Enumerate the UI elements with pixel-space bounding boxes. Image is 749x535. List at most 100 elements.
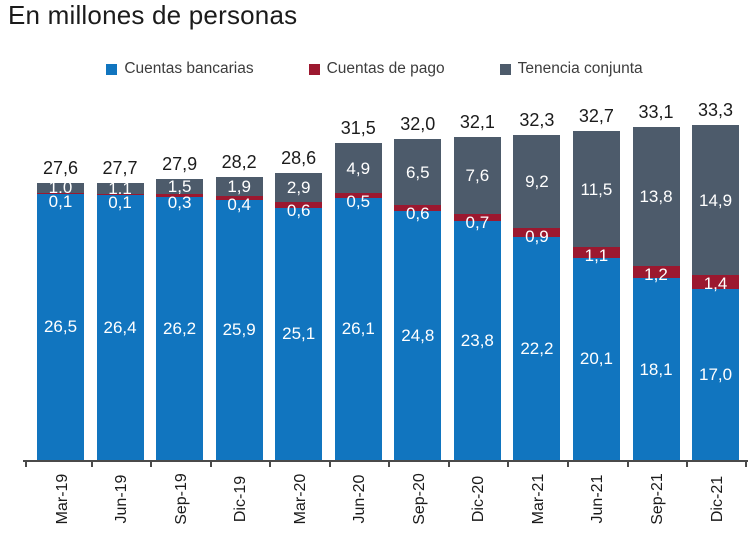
segment-value-label: 18,1 [639,359,673,379]
bar-total-label: 32,1 [459,112,495,133]
bar-total-label: 32,7 [578,106,614,127]
x-axis-label-Jun-21: Jun-21 [589,474,607,524]
bar-total-label: 27,6 [42,157,79,178]
segment-cuentas-bancarias: 24,8 [394,210,442,460]
x-axis-label-Dic-20: Dic-20 [470,475,488,523]
bar-group-Dic-20: 7,6 0,7 23,8 [453,137,501,460]
bar-group-Mar-20: 2,9 0,6 25,1 [275,172,323,460]
segment-cuentas-bancarias: 26,1 [334,197,382,460]
bar-group-Jun-19: 1,1 0,1 26,4 [96,182,144,460]
legend-label: Cuentas de pago [326,60,445,77]
segment-cuentas-de-pago [156,193,204,197]
segment-cuentas-bancarias: 17,0 [692,289,740,460]
bar-group-Jun-20: 4,9 0,5 26,1 [334,143,382,460]
x-axis-label-Sep-21: Sep-21 [649,473,666,525]
segment-cuentas-bancarias: 26,2 [156,196,204,460]
segment-cuentas-de-pago [275,201,323,208]
segment-value-label: 2,9 [286,177,311,197]
bar-total-label: 27,7 [102,157,138,178]
segment-cuentas-de-pago [513,227,561,237]
segment-cuentas-bancarias: 20,1 [572,257,620,460]
segment-value-label: 0,5 [346,191,371,211]
segment-value-label: 1,4 [703,274,728,294]
axis-tick [329,460,331,467]
segment-value-label: 13,8 [639,187,673,207]
axis-tick [627,460,629,467]
x-axis-label-Mar-20: Mar-20 [291,473,309,525]
segment-tenencia-conjunta: 1,1 [96,182,144,194]
segment-value-label: 26,2 [163,318,197,338]
segment-value-label: 23,8 [460,330,494,350]
segment-value-label: 11,5 [580,179,613,199]
bar-group-Dic-19: 1,9 0,4 25,9 [215,176,263,460]
segment-value-label: 0,4 [227,194,251,214]
axis-tick [448,460,450,467]
segment-tenencia-conjunta: 2,9 [275,172,323,202]
x-axis-label-Dic-21: Dic-21 [708,475,726,523]
legend-label: Cuentas bancarias [124,60,254,77]
axis-tick [269,460,271,467]
bar-group-Jun-21: 11,5 1,1 20,1 [572,131,620,460]
segment-tenencia-conjunta: 1,0 [37,182,84,193]
segment-cuentas-de-pago [632,266,680,279]
legend-label: Tenencia conjunta [517,60,643,77]
legend-item-1: Cuentas de pago [308,60,445,78]
x-axis-label-Mar-19: Mar-19 [53,473,71,525]
axis-tick [745,460,747,467]
segment-value-label: 0,6 [405,203,430,223]
segment-cuentas-de-pago [37,192,84,194]
segment-tenencia-conjunta: 4,9 [334,143,382,193]
segment-value-label: 0,1 [48,191,73,211]
x-axis-label-Dic-19: Dic-19 [232,475,250,523]
bar-group-Sep-20: 6,5 0,6 24,8 [394,139,442,460]
axis-tick [388,460,390,467]
segment-value-label: 24,8 [401,325,435,345]
legend-item-0: Cuentas bancarias [106,60,254,78]
segment-cuentas-de-pago [453,213,501,221]
segment-cuentas-bancarias: 25,9 [215,199,263,460]
bar-group-Dic-21: 14,9 1,4 17,0 [692,125,740,460]
chart-title: En millones de personas [8,0,298,30]
bar-total-label: 28,2 [221,151,257,172]
segment-tenencia-conjunta: 6,5 [394,139,442,205]
segment-cuentas-bancarias: 26,5 [37,193,84,460]
segment-tenencia-conjunta: 9,2 [513,135,561,228]
bar-total-label: 33,1 [638,102,674,123]
segment-cuentas-bancarias: 26,4 [96,194,144,460]
chart-legend: Cuentas bancarias Cuentas de pago Tenencia… [0,60,749,78]
bar-group-Mar-19: 1,0 0,1 26,5 [37,182,84,460]
segment-cuentas-de-pago [692,275,740,290]
axis-tick [507,460,509,467]
segment-cuentas-bancarias: 23,8 [453,220,501,460]
segment-value-label: 6,5 [405,162,430,182]
segment-tenencia-conjunta: 7,6 [453,137,501,214]
x-axis-label-Jun-20: Jun-20 [351,474,369,524]
segment-cuentas-de-pago [394,204,442,211]
segment-tenencia-conjunta: 1,9 [215,176,263,196]
segment-value-label: 0,6 [286,200,311,220]
bar-total-label: 28,6 [281,147,317,168]
segment-value-label: 26,5 [43,317,78,337]
bar-group-Sep-19: 1,5 0,3 26,2 [156,178,204,460]
segment-cuentas-de-pago [572,246,620,258]
segment-value-label: 4,9 [346,158,371,178]
axis-tick [210,460,212,467]
segment-value-label: 1,1 [108,182,132,194]
axis-tick [91,460,93,467]
segment-cuentas-de-pago [215,195,263,200]
segment-value-label: 0,3 [167,192,192,212]
segment-value-label: 0,1 [108,192,132,212]
bar-group-Sep-21: 13,8 1,2 18,1 [632,127,680,460]
segment-tenencia-conjunta: 1,5 [156,178,204,194]
segment-value-label: 1,2 [644,265,668,285]
segment-value-label: 0,9 [525,226,549,246]
axis-tick [25,460,27,467]
bar-group-Mar-21: 9,2 0,9 22,2 [513,135,561,460]
legend-swatch-icon [308,63,320,75]
legend-item-2: Tenencia conjunta [499,60,643,78]
segment-cuentas-bancarias: 25,1 [275,207,323,460]
bar-total-label: 27,9 [162,153,198,174]
x-axis-label-Sep-20: Sep-20 [410,473,428,525]
